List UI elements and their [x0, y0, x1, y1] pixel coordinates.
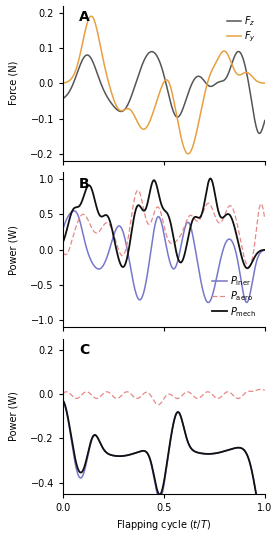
Legend: $F_z$, $F_y$: $F_z$, $F_y$ [223, 10, 260, 48]
Text: B: B [79, 176, 90, 190]
Y-axis label: Power (W): Power (W) [9, 225, 19, 274]
Text: C: C [79, 343, 89, 357]
Y-axis label: Power (W): Power (W) [9, 391, 19, 441]
X-axis label: Flapping cycle ($t$/$T$): Flapping cycle ($t$/$T$) [116, 519, 211, 533]
Y-axis label: Force (N): Force (N) [9, 61, 19, 105]
Text: A: A [79, 10, 90, 24]
Legend: $P_{\rm iner}$, $P_{\rm aero}$, $P_{\rm mech}$: $P_{\rm iner}$, $P_{\rm aero}$, $P_{\rm … [208, 271, 260, 322]
